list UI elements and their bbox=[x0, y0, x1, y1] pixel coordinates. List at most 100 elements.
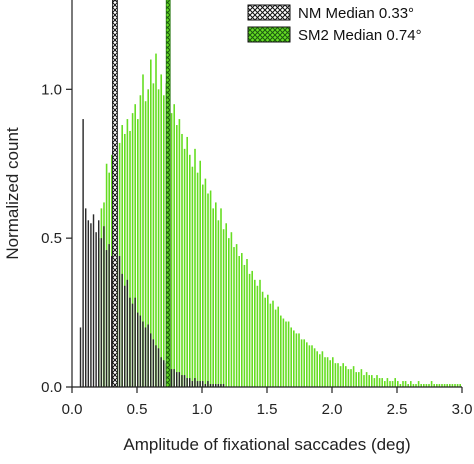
sm2-bar bbox=[235, 244, 238, 387]
sm2-bar bbox=[384, 381, 386, 387]
nm-bar bbox=[124, 285, 126, 387]
sm2-bar bbox=[443, 384, 446, 387]
sm2-bar bbox=[420, 384, 422, 387]
sm2-bar bbox=[228, 238, 230, 387]
sm2-bar bbox=[410, 381, 412, 387]
legend-swatch-sm2 bbox=[247, 26, 291, 43]
nm-bar bbox=[118, 256, 121, 387]
sm2-bar bbox=[170, 113, 173, 388]
sm2-bar bbox=[386, 378, 389, 387]
sm2-bar bbox=[199, 160, 201, 387]
nm-bar bbox=[209, 384, 212, 387]
nm-bar bbox=[142, 321, 144, 387]
sm2-bar bbox=[259, 279, 261, 387]
nm-bar bbox=[105, 250, 108, 387]
sm2-bar bbox=[417, 381, 420, 387]
sm2-bar bbox=[189, 154, 191, 387]
sm2-bar bbox=[215, 202, 217, 387]
sm2-bars bbox=[98, 53, 461, 388]
sm2-bar bbox=[243, 264, 246, 387]
sm2-bar bbox=[233, 247, 235, 387]
nm-bar bbox=[181, 375, 183, 387]
sm2-bar bbox=[425, 384, 428, 387]
sm2-bar bbox=[202, 184, 204, 387]
nm-bar bbox=[82, 119, 84, 387]
sm2-bar bbox=[389, 381, 391, 387]
sm2-bar bbox=[280, 315, 282, 387]
nm-bar bbox=[126, 279, 129, 387]
sm2-bar bbox=[134, 104, 136, 387]
nm-bar bbox=[87, 220, 90, 387]
x-tick-label: 0.5 bbox=[127, 401, 148, 418]
sm2-bar bbox=[363, 375, 365, 387]
sm2-bar bbox=[285, 321, 287, 387]
nm-bar bbox=[176, 372, 178, 387]
sm2-bar bbox=[454, 384, 456, 387]
nm-bar bbox=[163, 360, 165, 387]
sm2-bar bbox=[282, 318, 285, 387]
sm2-bar bbox=[207, 193, 209, 387]
sm2-bar bbox=[321, 351, 324, 387]
sm2-bar bbox=[160, 74, 162, 388]
sm2-bar bbox=[347, 369, 350, 387]
nm-bar bbox=[212, 384, 214, 387]
sm2-bar bbox=[449, 384, 451, 387]
sm2-bar bbox=[311, 345, 313, 387]
sm2-bar bbox=[238, 256, 240, 387]
x-tick-label: 1.0 bbox=[192, 401, 213, 418]
sm2-bar bbox=[308, 345, 311, 387]
sm2-bar bbox=[131, 113, 134, 388]
sm2-bar bbox=[178, 119, 181, 387]
y-axis-title: Normalized count bbox=[3, 127, 22, 260]
sm2-bar bbox=[298, 333, 300, 387]
sm2-bar bbox=[355, 372, 357, 387]
nm-bar bbox=[199, 381, 201, 387]
nm-bar bbox=[147, 324, 149, 387]
sm2-bar bbox=[204, 178, 207, 387]
sm2-bar bbox=[254, 279, 256, 387]
sm2-bar bbox=[412, 384, 415, 387]
sm2-bar bbox=[256, 285, 259, 387]
sm2-bar bbox=[303, 339, 305, 387]
nm-bar bbox=[98, 220, 100, 387]
nm-bar bbox=[144, 327, 147, 387]
legend-swatch-nm bbox=[247, 4, 291, 21]
nm-bar bbox=[204, 384, 207, 387]
sm2-bar bbox=[371, 375, 373, 387]
nm-bar bbox=[90, 223, 92, 387]
sm2-bar bbox=[290, 327, 292, 387]
sm2-bar bbox=[438, 384, 441, 387]
sm2-bar bbox=[397, 381, 399, 387]
y-tick-label: 1.0 bbox=[41, 81, 62, 98]
sm2-bar bbox=[287, 321, 290, 387]
nm-bar bbox=[194, 378, 196, 387]
sm2-bar bbox=[261, 291, 264, 387]
sm2-bar bbox=[163, 95, 165, 387]
sm2-bar bbox=[378, 378, 381, 387]
sm2-bar bbox=[176, 125, 178, 387]
x-tick-label: 3.0 bbox=[452, 401, 473, 418]
y-tick-label: 0.5 bbox=[41, 230, 62, 247]
sm2-bar bbox=[186, 136, 188, 387]
sm2-bar bbox=[391, 381, 394, 387]
sm2-bar bbox=[423, 384, 425, 387]
sm2-bar bbox=[209, 190, 212, 387]
nm-bar bbox=[111, 256, 113, 387]
nm-bar bbox=[191, 381, 194, 387]
sm2-bar bbox=[451, 384, 454, 387]
sm2-bar bbox=[345, 366, 347, 387]
sm2-bar bbox=[181, 133, 183, 387]
legend-label-nm: NM Median 0.33° bbox=[298, 5, 414, 22]
sm2-bar bbox=[142, 74, 144, 388]
sm2-bar bbox=[222, 229, 225, 387]
nm-bar bbox=[196, 381, 199, 387]
sm2-bar bbox=[316, 351, 318, 387]
sm2-bar bbox=[272, 300, 274, 387]
nm-bar bbox=[215, 384, 217, 387]
sm2-bar bbox=[459, 384, 461, 387]
nm-bar bbox=[155, 345, 157, 387]
sm2-bar bbox=[277, 306, 279, 387]
nm-median-line bbox=[112, 0, 118, 388]
nm-bar bbox=[220, 384, 222, 387]
